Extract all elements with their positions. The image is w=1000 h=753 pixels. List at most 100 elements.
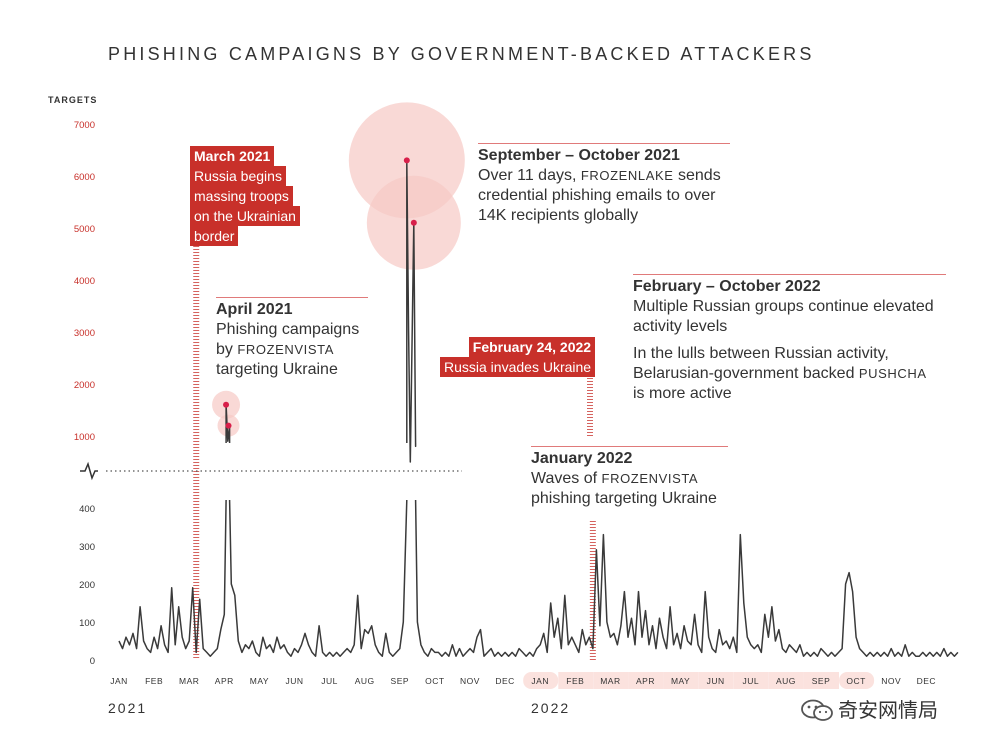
chart-title: PHISHING CAMPAIGNS BY GOVERNMENT-BACKED …: [108, 44, 815, 64]
axis-break: [80, 461, 462, 481]
x-tick-label: NOV: [881, 676, 901, 686]
x-tick-label: FEB: [566, 676, 584, 686]
y-tick-label: 0: [90, 656, 95, 667]
annotation-line: Phishing campaigns: [216, 321, 360, 338]
x-tick-label: AUG: [355, 676, 375, 686]
annotation-line: In the lulls between Russian activity,: [633, 345, 889, 362]
y-axis: 0 100 200 300 400 1000 2000 3000 4000 5000 6000 700…: [74, 120, 95, 667]
x-tick-label: MAR: [600, 676, 620, 686]
x-tick-label: MAY: [671, 676, 690, 686]
annotation-text: Waves of: [531, 470, 602, 487]
x-tick-label: JUL: [742, 676, 759, 686]
y-axis-label: TARGETS: [48, 95, 98, 105]
annotation-date: February 24, 2022: [468, 337, 596, 357]
annotation-april-2021: April 2021 Phishing campaigns by FROZENV…: [216, 297, 368, 380]
x-tick-label: JAN: [531, 676, 549, 686]
peak-dot-1: [223, 401, 230, 408]
series-line-targets: [118, 159, 959, 657]
y-tick-label: 300: [79, 542, 95, 553]
annotation-sep-oct-2021: September – October 2021 Over 11 days, F…: [478, 143, 730, 226]
x-tick-label: FEB: [145, 676, 163, 686]
x-tick-label: DEC: [917, 676, 936, 686]
y-tick-label: 6000: [74, 172, 95, 183]
annotation-feb-oct-2022: February – October 2022 Multiple Russian…: [633, 274, 946, 404]
x-tick-label: SEP: [391, 676, 410, 686]
y-tick-label: 100: [79, 618, 95, 629]
y-tick-label: 3000: [74, 328, 95, 339]
event-markers: [193, 246, 596, 660]
annotation-line: on the Ukrainian: [190, 206, 300, 226]
month-highlight-bands: [523, 672, 875, 689]
x-tick-label: MAY: [250, 676, 269, 686]
annotation-feb-24-2022: February 24, 2022 Russia invades Ukraine: [440, 337, 596, 377]
month-band-may: [663, 672, 699, 689]
x-tick-label: NOV: [460, 676, 480, 686]
x-tick-label: OCT: [846, 676, 865, 686]
annotation-date: September – October 2021: [478, 147, 680, 164]
peak-dot-2: [225, 422, 232, 429]
annotation-line: Russia begins: [190, 166, 286, 186]
annotation-line: credential phishing emails to over: [478, 187, 716, 204]
x-tick-label: APR: [636, 676, 655, 686]
actor-name: PUSHCHA: [858, 366, 927, 381]
annotation-line: massing troops: [190, 186, 293, 206]
watermark: 奇安网情局: [800, 694, 938, 723]
month-band-aug: [768, 672, 804, 689]
annotation-line: Russia invades Ukraine: [440, 357, 596, 377]
y-tick-label: 400: [79, 504, 95, 515]
annotation-date: January 2022: [531, 450, 633, 467]
annotation-march-2021: March 2021 Russia begins massing troops …: [190, 146, 300, 246]
y-tick-label: 200: [79, 580, 95, 591]
peak-dot-3: [403, 157, 410, 164]
annotation-date: March 2021: [190, 146, 275, 166]
axis-break-icon: [80, 461, 98, 481]
y-tick-label: 2000: [74, 380, 95, 391]
annotation-line: phishing targeting Ukraine: [531, 490, 717, 507]
month-band-jan: [523, 672, 559, 689]
y-tick-label: 5000: [74, 224, 95, 235]
year-label-2021: 2021: [108, 700, 148, 716]
annotation-date: April 2021: [216, 301, 293, 318]
x-tick-label: SEP: [812, 676, 831, 686]
annotation-line: is more active: [633, 385, 732, 402]
month-band-sep: [804, 672, 839, 689]
month-band-feb: [558, 672, 594, 689]
x-tick-label: AUG: [776, 676, 796, 686]
annotation-line: 14K recipients globally: [478, 207, 639, 224]
x-tick-label: APR: [215, 676, 234, 686]
x-tick-label: OCT: [425, 676, 444, 686]
year-label-2022: 2022: [531, 700, 571, 716]
x-tick-label: JUN: [285, 676, 303, 686]
month-band-oct: [839, 672, 875, 689]
x-tick-label: MAR: [179, 676, 199, 686]
x-tick-label: JUN: [707, 676, 725, 686]
annotation-text: sends: [673, 167, 721, 184]
y-tick-label: 7000: [74, 120, 95, 131]
wechat-icon: [801, 699, 833, 721]
annotation-date: February – October 2022: [633, 278, 821, 295]
x-axis-ticks: JAN FEB MAR APR MAY JUN JUL AUG SEP OCT NOV DEC JAN F…: [110, 676, 936, 686]
x-tick-label: JAN: [110, 676, 128, 686]
actor-name: FROZENVISTA: [237, 342, 334, 357]
peak-dot-4: [410, 219, 417, 226]
annotation-line: Multiple Russian groups continue elevate…: [633, 298, 934, 315]
x-tick-label: JUL: [321, 676, 338, 686]
actor-name: FROZENLAKE: [580, 168, 674, 183]
month-band-jun: [698, 672, 734, 689]
annotation-line: targeting Ukraine: [216, 361, 338, 378]
annotation-line: border: [190, 226, 239, 246]
month-band-jul: [733, 672, 769, 689]
month-band-apr: [628, 672, 664, 689]
annotation-january-2022: January 2022 Waves of FROZENVISTA phishi…: [531, 446, 728, 509]
annotation-text: by: [216, 341, 238, 358]
actor-name: FROZENVISTA: [601, 471, 699, 486]
y-tick-label: 1000: [74, 432, 95, 443]
y-tick-label: 4000: [74, 276, 95, 287]
x-tick-label: DEC: [495, 676, 514, 686]
annotation-text: Over 11 days,: [478, 167, 581, 184]
month-band-mar: [593, 672, 629, 689]
peak-dots: [223, 157, 417, 429]
annotation-text: Belarusian-government backed: [633, 365, 859, 382]
annotation-line: activity levels: [633, 318, 728, 335]
